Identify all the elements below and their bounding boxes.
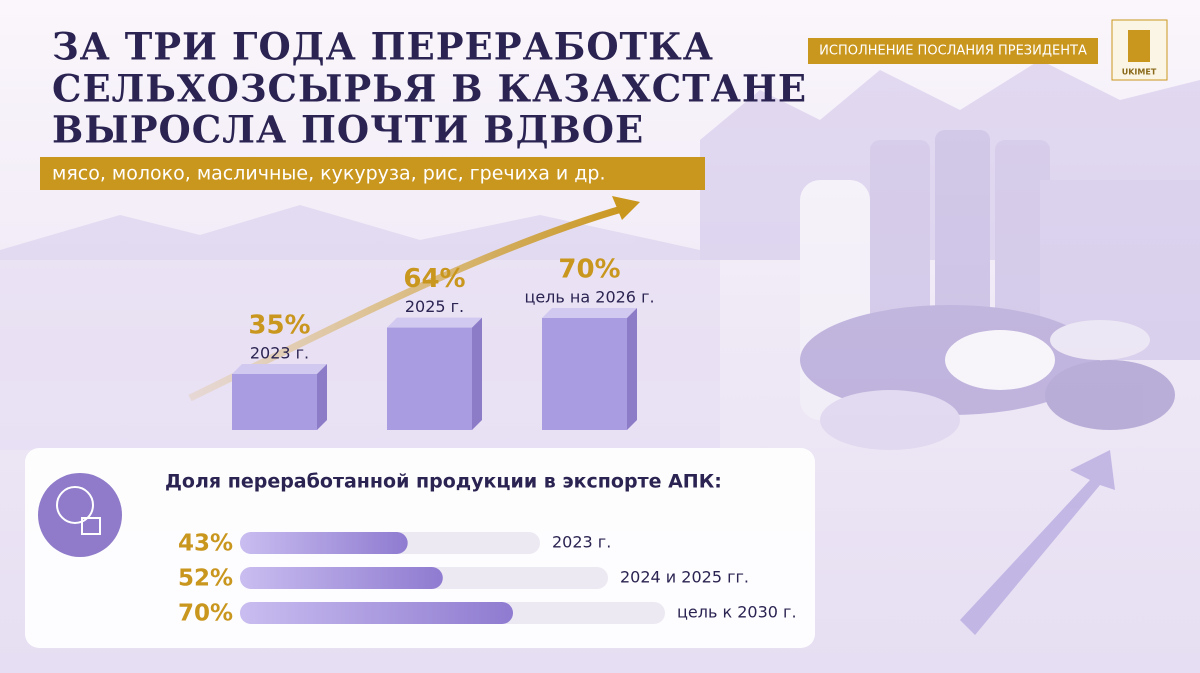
value-label: 52% (178, 566, 233, 592)
panel-title: Доля переработанной продукции в экспорте… (165, 471, 722, 493)
globe-icon (38, 473, 122, 557)
globe (56, 486, 94, 524)
bar-side (472, 317, 482, 430)
title-line: СЕЛЬХОЗСЫРЬЯ В КАЗАХСТАНЕ (52, 67, 807, 111)
bar (387, 327, 472, 430)
bar (232, 374, 317, 430)
bar-side (627, 308, 637, 430)
value-label: 35% (248, 311, 310, 341)
bar-top (542, 308, 637, 318)
category-label: цель на 2026 г. (524, 288, 654, 307)
category-label: 2024 и 2025 гг. (620, 568, 749, 587)
category-label: 2023 г. (552, 533, 611, 552)
value-label: 43% (178, 531, 233, 557)
bar-side (317, 364, 327, 430)
title-line: ВЫРОСЛА ПОЧТИ ВДВОЕ (52, 108, 644, 152)
arrow-head (612, 196, 640, 220)
value-label: 70% (178, 601, 233, 627)
bar (240, 567, 443, 589)
category-label: 2023 г. (250, 344, 309, 363)
scenery (0, 60, 1200, 635)
subtitle: мясо, молоко, масличные, кукуруза, рис, … (52, 163, 606, 185)
bar-top (387, 317, 482, 328)
bar (542, 318, 627, 430)
value-label: 70% (558, 255, 620, 285)
box (81, 517, 101, 535)
bar (240, 602, 513, 624)
category-label: цель к 2030 г. (677, 603, 797, 622)
bar-top (232, 364, 327, 374)
logo-text: UKIMET (1122, 68, 1157, 77)
badge (808, 38, 1098, 64)
subtitle-banner (40, 157, 705, 190)
title-line: ЗА ТРИ ГОДА ПЕРЕРАБОТКА (52, 25, 714, 69)
category-label: 2025 г. (405, 297, 464, 316)
value-label: 64% (403, 264, 465, 294)
badge-text: ИСПОЛНЕНИЕ ПОСЛАНИЯ ПРЕЗИДЕНТА (819, 44, 1087, 59)
logo-building (1128, 30, 1150, 62)
bar (240, 532, 408, 554)
